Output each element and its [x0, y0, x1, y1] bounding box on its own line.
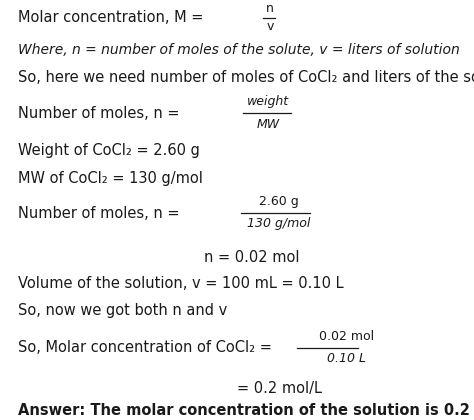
Text: Where, n = number of moles of the solute, v = liters of solution: Where, n = number of moles of the solute… [18, 43, 460, 57]
Text: So, here we need number of moles of CoCl₂ and liters of the solution.: So, here we need number of moles of CoCl… [18, 71, 474, 86]
Text: 130 g/mol: 130 g/mol [247, 218, 310, 231]
Text: Molar concentration, M =: Molar concentration, M = [18, 10, 208, 26]
Text: n: n [266, 3, 274, 16]
Text: MW of CoCl₂ = 130 g/mol: MW of CoCl₂ = 130 g/mol [18, 171, 203, 186]
Text: n = 0.02 mol: n = 0.02 mol [204, 249, 299, 265]
Text: Volume of the solution, v = 100 mL = 0.10 L: Volume of the solution, v = 100 mL = 0.1… [18, 276, 344, 291]
Text: MW: MW [256, 118, 280, 131]
Text: Weight of CoCl₂ = 2.60 g: Weight of CoCl₂ = 2.60 g [18, 142, 200, 158]
Text: 0.10 L: 0.10 L [327, 352, 366, 365]
Text: 0.02 mol: 0.02 mol [319, 331, 374, 344]
Text: So, now we got both n and v: So, now we got both n and v [18, 304, 227, 318]
Text: Number of moles, n =: Number of moles, n = [18, 205, 184, 220]
Text: v: v [266, 21, 274, 34]
Text: Number of moles, n =: Number of moles, n = [18, 105, 184, 121]
Text: weight: weight [247, 95, 289, 108]
Text: So, Molar concentration of CoCl₂ =: So, Molar concentration of CoCl₂ = [18, 341, 276, 355]
Text: = 0.2 mol/L: = 0.2 mol/L [237, 381, 322, 396]
Text: Answer: The molar concentration of the solution is 0.2 mol/L: Answer: The molar concentration of the s… [18, 402, 474, 417]
Text: 2.60 g: 2.60 g [259, 195, 299, 208]
